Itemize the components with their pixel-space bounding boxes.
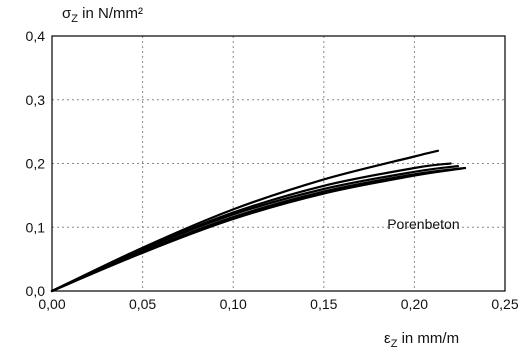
- y-tick-label: 0,3: [26, 92, 46, 108]
- y-tick-label: 0,1: [26, 219, 46, 235]
- x-tick-label: 0,25: [491, 296, 518, 312]
- tick-labels: 0,00 0,05 0,10 0,15 0,20 0,25 0,0 0,1 0,2 0,3 0,4: [26, 28, 519, 312]
- series-curve-3: [50, 165, 459, 293]
- series-curve-1: [50, 149, 440, 293]
- annotation-porenbeton: Porenbeton: [387, 216, 459, 232]
- y-axis-label: σZ in N/mm²: [62, 5, 143, 25]
- y-tick-label: 0,0: [26, 283, 46, 299]
- x-tick-label: 0,00: [38, 296, 65, 312]
- x-axis-label: εZ in mm/m: [384, 330, 459, 350]
- y-tick-label: 0,2: [26, 156, 46, 172]
- x-tick-label: 0,10: [220, 296, 247, 312]
- y-tick-label: 0,4: [26, 28, 46, 44]
- x-tick-label: 0,15: [310, 296, 337, 312]
- grid-lines: [52, 36, 505, 291]
- x-tick-label: 0,05: [129, 296, 156, 312]
- x-tick-label: 0,20: [401, 296, 428, 312]
- data-curves: [50, 149, 467, 293]
- series-curve-5: [50, 167, 463, 293]
- plot-frame: [51, 35, 506, 292]
